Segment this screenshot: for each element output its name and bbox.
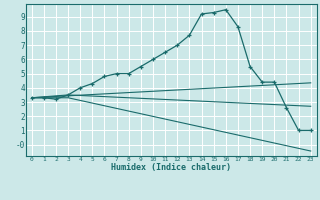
X-axis label: Humidex (Indice chaleur): Humidex (Indice chaleur) — [111, 163, 231, 172]
